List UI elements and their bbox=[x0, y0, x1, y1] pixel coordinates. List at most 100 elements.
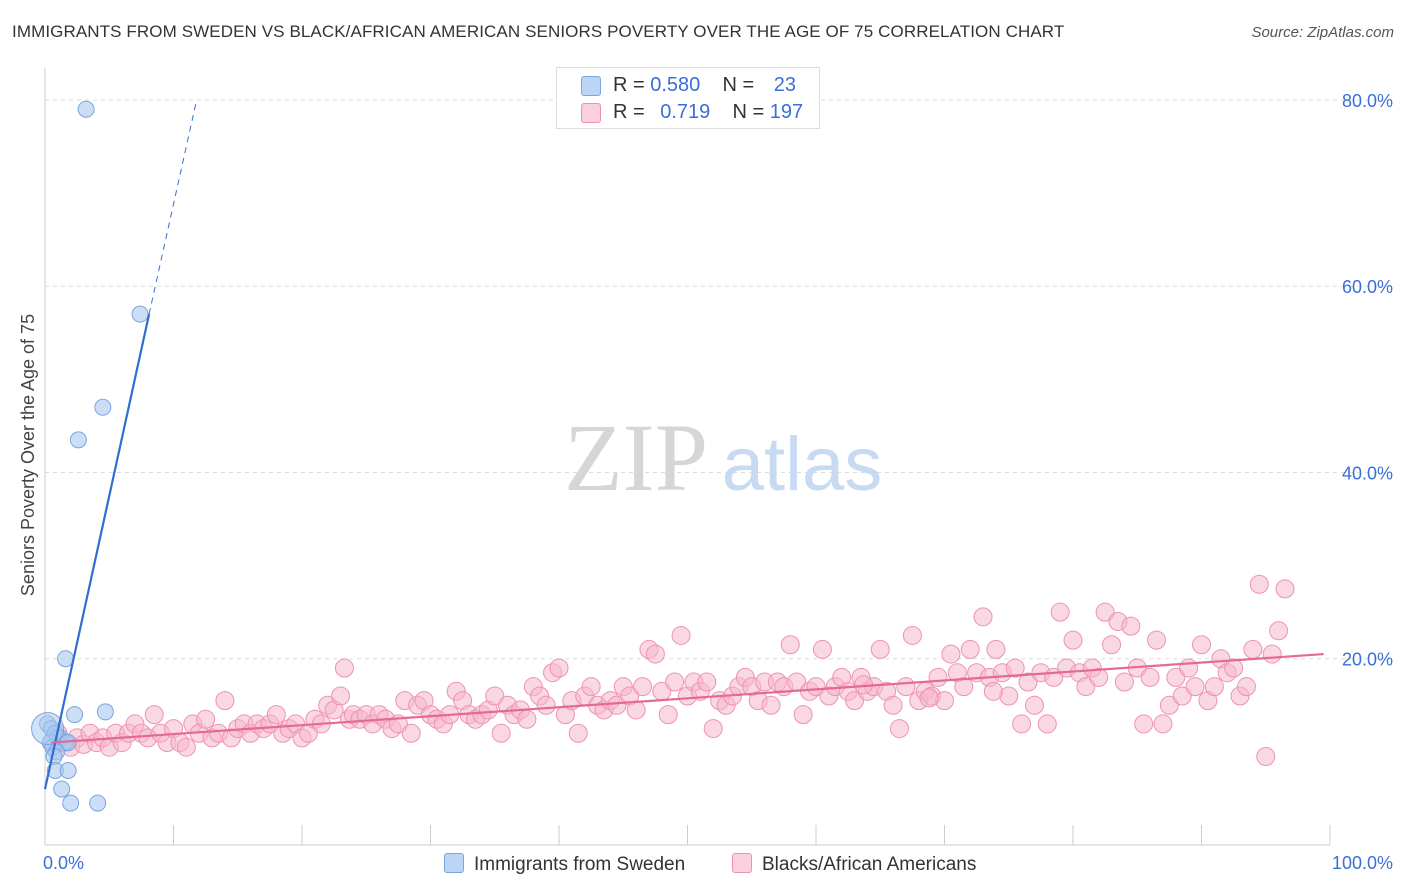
data-point-black bbox=[581, 677, 601, 697]
data-point-black bbox=[1050, 602, 1070, 622]
data-point-black bbox=[536, 695, 556, 715]
data-point-black bbox=[1179, 658, 1199, 678]
data-point-sweden bbox=[66, 706, 84, 724]
bottom-legend-swatch-blue bbox=[444, 853, 464, 873]
bottom-legend-label-black: Blacks/African Americans bbox=[762, 854, 977, 875]
data-point-black bbox=[568, 723, 588, 743]
data-point-black bbox=[1114, 672, 1134, 692]
data-point-black bbox=[1153, 714, 1173, 734]
data-point-sweden bbox=[96, 703, 114, 721]
watermark: ZIP atlas bbox=[564, 404, 882, 511]
source-label: Source: ZipAtlas.com bbox=[1251, 24, 1394, 41]
data-point-black bbox=[1159, 695, 1179, 715]
data-point-black bbox=[806, 677, 826, 697]
y-tick-label: 40.0% bbox=[1342, 463, 1393, 483]
data-point-black bbox=[812, 639, 832, 659]
data-point-black bbox=[1037, 714, 1057, 734]
data-point-sweden bbox=[69, 431, 87, 449]
data-point-black bbox=[935, 691, 954, 711]
data-point-black bbox=[1192, 635, 1211, 655]
data-point-sweden bbox=[77, 100, 95, 118]
data-point-black bbox=[665, 672, 685, 692]
legend-text-sweden: R = 0.580 N = 23 bbox=[613, 74, 796, 97]
axes bbox=[44, 68, 1331, 846]
data-point-black bbox=[697, 672, 717, 692]
data-point-black bbox=[215, 691, 235, 711]
data-point-black bbox=[1134, 714, 1154, 734]
data-point-black bbox=[401, 723, 421, 743]
legend-n-label: N = bbox=[722, 74, 755, 96]
data-point-black bbox=[1172, 686, 1192, 706]
legend-n-value-black: 197 bbox=[769, 101, 804, 123]
data-point-black bbox=[1063, 630, 1083, 650]
data-point-black bbox=[1269, 621, 1289, 641]
data-point-black bbox=[1147, 630, 1167, 650]
series-blacks-african-americans-points bbox=[41, 574, 1295, 767]
tick-labels: 20.0% 40.0% 60.0% 80.0% 0.0% 100.0% bbox=[43, 91, 1393, 873]
data-point-black bbox=[845, 691, 865, 711]
data-point-black bbox=[793, 705, 813, 725]
data-point-black bbox=[607, 695, 627, 715]
data-point-sweden bbox=[62, 794, 80, 812]
data-point-black bbox=[144, 705, 164, 725]
bottom-legend-swatch-pink bbox=[732, 853, 752, 873]
legend-r-label: R = bbox=[613, 101, 645, 123]
data-point-black bbox=[1121, 616, 1141, 636]
legend-swatch-pink bbox=[581, 103, 601, 123]
bottom-legend-label-sweden: Immigrants from Sweden bbox=[474, 854, 686, 875]
data-point-black bbox=[196, 709, 216, 729]
x-tick-label: 100.0% bbox=[1332, 853, 1393, 873]
data-point-black bbox=[671, 625, 691, 645]
trend-line-black bbox=[51, 652, 1324, 744]
data-point-black bbox=[761, 695, 781, 715]
data-point-black bbox=[890, 719, 910, 739]
legend-r-label: R = bbox=[613, 74, 645, 96]
data-point-black bbox=[960, 639, 980, 659]
data-point-black bbox=[1102, 635, 1122, 655]
y-tick-label: 20.0% bbox=[1342, 650, 1393, 670]
data-point-black bbox=[1249, 574, 1269, 594]
data-point-sweden bbox=[89, 794, 107, 812]
y-axis-label: Seniors Poverty Over the Age of 75 bbox=[18, 314, 38, 596]
legend-swatch-blue bbox=[581, 76, 601, 96]
data-point-black bbox=[1262, 644, 1282, 664]
data-point-black bbox=[334, 658, 354, 678]
data-point-black bbox=[1089, 667, 1109, 687]
trend-line-sweden-extension bbox=[148, 99, 198, 315]
data-point-black bbox=[1166, 667, 1186, 687]
trend-line-sweden bbox=[43, 313, 151, 790]
data-point-black bbox=[549, 658, 569, 678]
legend-r-value-black: 0.719 bbox=[660, 101, 711, 123]
data-point-black bbox=[485, 686, 505, 706]
data-point-black bbox=[1224, 658, 1244, 678]
data-point-black bbox=[1275, 579, 1295, 599]
data-point-black bbox=[633, 677, 653, 697]
data-point-black bbox=[1236, 677, 1256, 697]
data-point-black bbox=[954, 677, 974, 697]
data-point-black bbox=[1256, 747, 1276, 767]
legend-box: R = 0.580 N = 23 R = 0.719 N = 197 bbox=[556, 67, 820, 129]
data-point-sweden bbox=[57, 650, 75, 668]
data-point-black bbox=[941, 644, 961, 664]
bottom-legend-sweden: Immigrants from Sweden bbox=[444, 853, 685, 876]
data-point-black bbox=[1018, 672, 1038, 692]
data-point-black bbox=[780, 635, 800, 655]
data-point-black bbox=[1243, 639, 1263, 659]
series-immigrants-sweden-points bbox=[31, 100, 149, 812]
data-point-black bbox=[928, 667, 948, 687]
data-point-black bbox=[703, 719, 723, 739]
data-point-black bbox=[1005, 658, 1025, 678]
data-point-black bbox=[658, 705, 678, 725]
data-point-black bbox=[902, 625, 922, 645]
trend-lines bbox=[43, 99, 1324, 790]
data-point-black bbox=[1185, 677, 1205, 697]
data-point-black bbox=[1140, 667, 1160, 687]
chart-title: IMMIGRANTS FROM SWEDEN VS BLACK/AFRICAN … bbox=[12, 22, 1065, 41]
legend-text-black: R = 0.719 N = 197 bbox=[613, 101, 803, 124]
data-point-sweden bbox=[59, 761, 77, 779]
y-tick-label: 60.0% bbox=[1342, 277, 1393, 297]
data-point-black bbox=[919, 688, 939, 708]
data-point-black bbox=[986, 639, 1006, 659]
data-point-black bbox=[1076, 677, 1096, 697]
data-point-black bbox=[973, 607, 993, 627]
